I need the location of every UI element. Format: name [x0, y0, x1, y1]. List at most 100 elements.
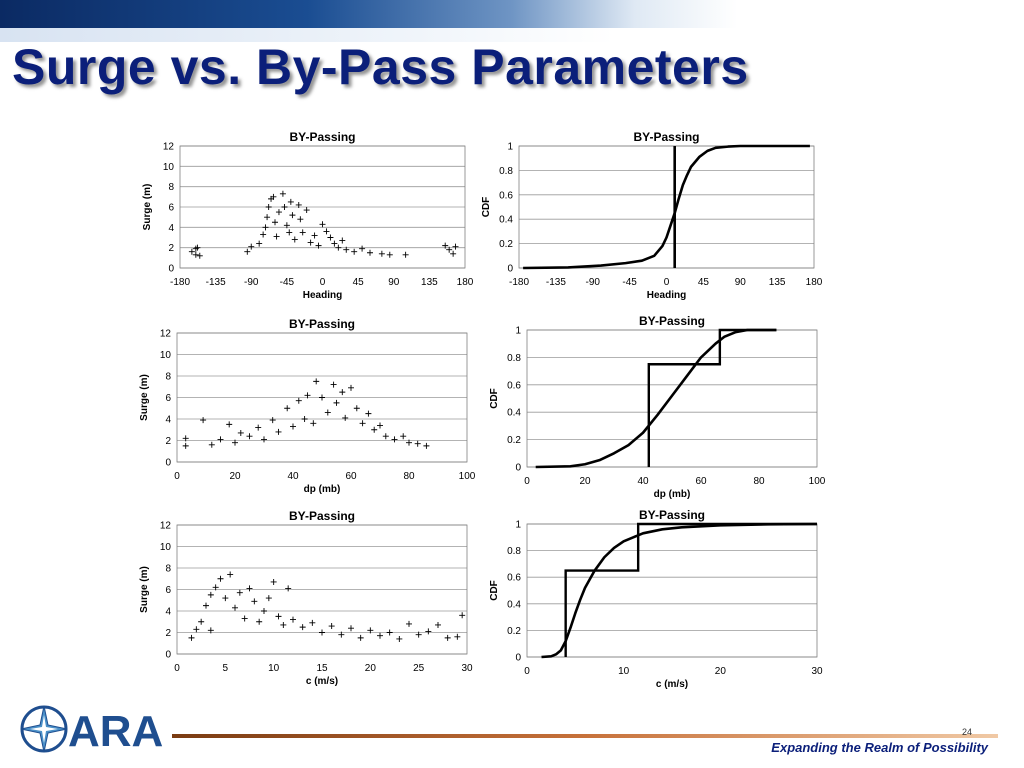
data-point	[200, 417, 207, 424]
data-point	[188, 634, 195, 641]
compass-star-icon	[20, 705, 68, 753]
y-tick-label: 4	[165, 415, 171, 426]
data-point	[291, 236, 298, 243]
plot-frame	[179, 145, 466, 269]
x-tick-label: 40	[287, 471, 299, 482]
data-point	[400, 433, 407, 440]
x-tick-label: 20	[365, 663, 377, 674]
data-point	[295, 201, 302, 208]
data-point	[311, 232, 318, 239]
x-tick-label: 80	[403, 471, 415, 482]
data-point	[378, 250, 385, 257]
cdf-curve	[523, 144, 810, 270]
data-point	[323, 228, 330, 235]
x-tick-label: 20	[579, 476, 591, 487]
data-point	[324, 409, 331, 416]
x-axis-label: dp (mb)	[304, 484, 341, 495]
data-point	[273, 233, 280, 240]
x-tick-label: 45	[353, 277, 365, 288]
data-point	[382, 433, 389, 440]
data-point	[212, 584, 219, 591]
footer-divider	[172, 734, 998, 738]
chart-title: BY-Passing	[289, 130, 355, 144]
data-point	[236, 589, 243, 596]
data-point	[319, 394, 325, 401]
x-tick-label: 0	[524, 476, 530, 487]
y-tick-label: 0.8	[499, 166, 513, 177]
data-point	[227, 571, 234, 578]
data-point	[319, 221, 326, 228]
chart-title: BY-Passing	[639, 314, 705, 328]
x-tick-label: 10	[268, 663, 280, 674]
data-point	[192, 251, 199, 258]
x-axis-label: dp (mb)	[654, 489, 691, 500]
chart-title: BY-Passing	[289, 317, 355, 331]
data-point	[270, 578, 277, 585]
plot-frame	[176, 524, 468, 655]
data-point	[244, 248, 251, 255]
data-point	[351, 248, 358, 255]
y-tick-label: 0	[168, 264, 174, 275]
y-tick-label: 8	[168, 182, 174, 193]
data-point	[377, 632, 383, 639]
data-point	[359, 245, 366, 252]
data-point	[188, 248, 195, 255]
data-point	[353, 405, 360, 412]
x-axis-label: c (m/s)	[306, 676, 338, 687]
data-point	[207, 627, 214, 634]
x-tick-label: 0	[174, 471, 180, 482]
data-point	[402, 251, 409, 258]
data-point	[226, 421, 233, 428]
data-point	[286, 229, 293, 236]
data-point	[287, 198, 294, 205]
x-tick-label: 0	[320, 277, 326, 288]
y-tick-label: 0.2	[507, 626, 521, 637]
y-axis-label: CDF	[489, 580, 500, 601]
heading-surge-scatter-chart: 0 2 4 6 8 10 12 -180 -135 -90 -45 0 45 90 135 180 BY-Pas…	[142, 130, 474, 301]
y-tick-label: 0.6	[507, 380, 521, 391]
data-point	[237, 429, 244, 436]
data-point	[446, 246, 453, 253]
data-point	[295, 397, 302, 404]
data-point	[299, 229, 306, 236]
data-point	[315, 242, 322, 249]
y-tick-label: 0.8	[507, 546, 521, 557]
y-tick-label: 0.2	[507, 435, 521, 446]
data-point	[365, 410, 372, 417]
x-tick-label: -135	[546, 277, 566, 288]
data-point	[425, 628, 432, 635]
x-tick-label: 60	[345, 471, 357, 482]
y-tick-label: 2	[165, 436, 171, 447]
data-point	[359, 420, 366, 427]
data-point	[330, 381, 337, 388]
data-point	[452, 243, 459, 250]
data-point	[386, 629, 393, 636]
x-tick-label: 90	[388, 277, 400, 288]
data-point	[348, 384, 354, 391]
data-point	[313, 378, 320, 385]
data-point	[261, 608, 267, 614]
data-point	[264, 214, 271, 221]
data-point	[339, 389, 346, 396]
x-tick-label: 10	[618, 666, 630, 677]
data-point	[182, 435, 189, 442]
data-point	[255, 424, 262, 431]
data-point	[303, 207, 310, 214]
data-point	[222, 595, 229, 602]
data-point	[232, 439, 238, 446]
plot-frame	[526, 329, 818, 468]
x-axis-label: Heading	[303, 290, 342, 301]
data-point	[423, 442, 430, 449]
y-axis-label: Surge (m)	[139, 566, 150, 613]
y-tick-label: 8	[165, 564, 171, 575]
data-point	[444, 634, 451, 641]
data-point	[246, 585, 253, 592]
logo-text: ARA	[68, 707, 163, 755]
y-tick-label: 0	[165, 458, 171, 469]
y-tick-label: 6	[168, 203, 174, 214]
y-axis-label: Surge (m)	[139, 374, 150, 421]
data-point	[309, 619, 316, 626]
data-point	[335, 244, 342, 251]
x-tick-label: 100	[809, 476, 826, 487]
dp-cdf-chart: 0 0.2 0.4 0.6 0.8 1 0 20 40 60 80 100 BY-Passing dp (…	[489, 314, 826, 500]
